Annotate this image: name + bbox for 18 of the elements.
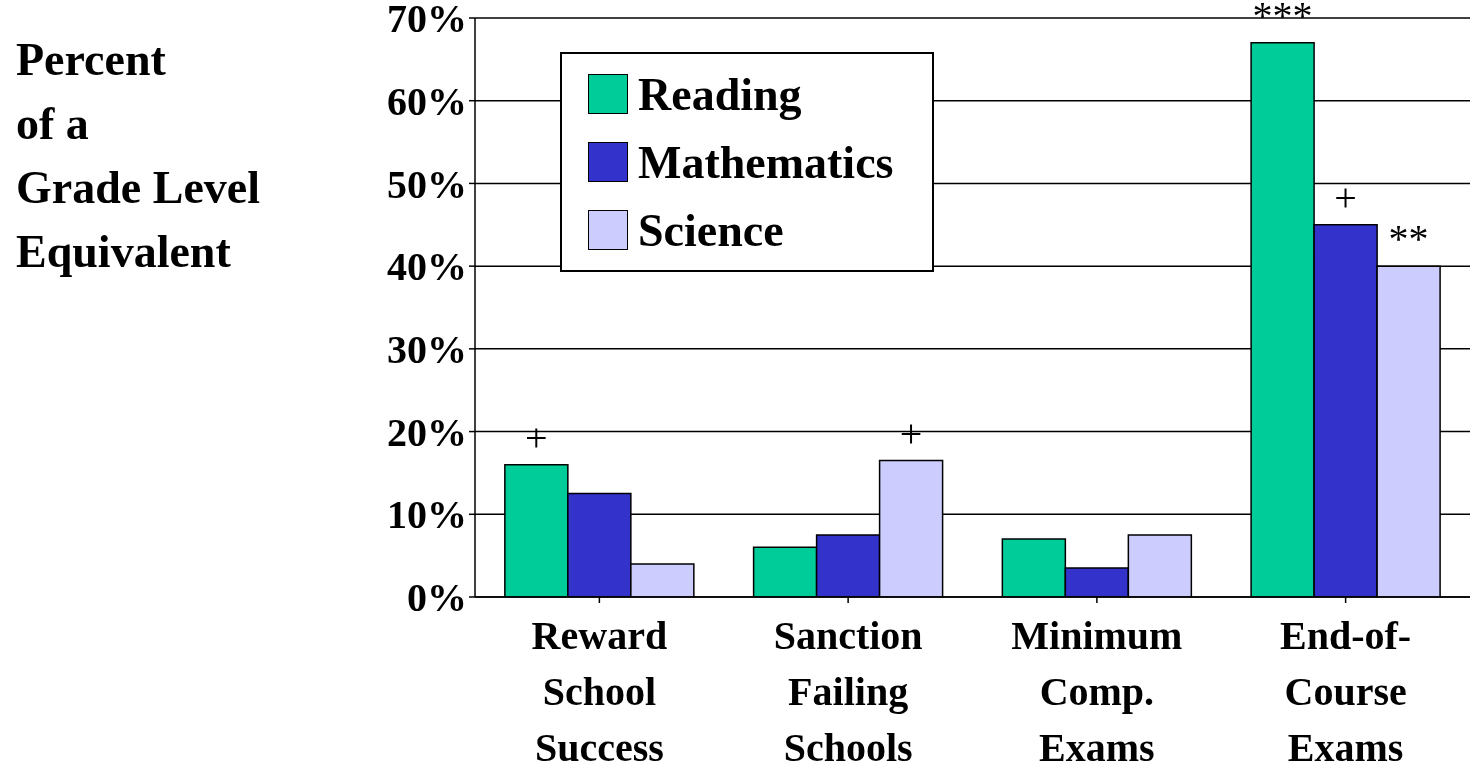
text: Percent of a Grade Level Equivalent <box>16 33 260 279</box>
y-tick-label: 0% <box>407 575 467 621</box>
annotation: + <box>1334 174 1357 220</box>
y-tick-label: 40% <box>387 244 467 290</box>
x-tick-label: Reward School Success <box>531 613 668 770</box>
legend-label: Mathematics <box>638 135 894 189</box>
x-tick-label: Minimum Comp. Exams <box>1011 613 1183 770</box>
y-tick-label: 60% <box>387 78 467 124</box>
y-tick-label: 70% <box>387 0 467 42</box>
legend-label: Reading <box>638 67 802 121</box>
legend-label: Science <box>638 203 784 257</box>
x-tick-label: End-of- Course Exams <box>1280 613 1412 770</box>
x-tick-label: Sanction Failing Schools <box>773 613 923 770</box>
y-tick-label: 30% <box>387 327 467 373</box>
annotation: ** <box>1388 216 1429 262</box>
y-tick-label: 10% <box>387 492 467 538</box>
y-tick-label: 50% <box>387 161 467 207</box>
y-tick-label: 20% <box>387 409 467 455</box>
